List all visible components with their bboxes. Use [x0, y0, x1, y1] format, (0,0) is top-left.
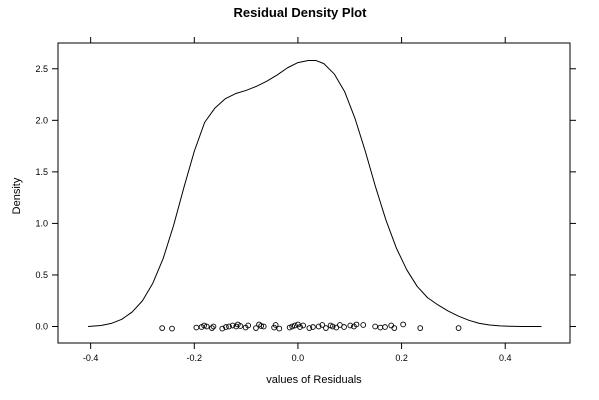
residual-point [353, 321, 360, 328]
residual-point [169, 325, 175, 332]
residual-point [382, 324, 388, 330]
residual-point [223, 324, 229, 330]
residual-point [258, 323, 264, 329]
residual-point [229, 322, 236, 329]
plot-frame [57, 42, 571, 344]
y-tick-label: 1.5 [35, 167, 48, 177]
x-tick-label: 0.2 [395, 353, 408, 363]
residual-point [323, 325, 329, 331]
residual-point [245, 322, 252, 329]
density-curve [88, 60, 542, 328]
residual-point [341, 324, 347, 330]
residual-point [333, 324, 340, 331]
residual-point [315, 323, 322, 330]
residual-point [210, 323, 217, 330]
residual-point [455, 325, 462, 331]
y-tick-label: 2.5 [35, 64, 48, 74]
residual-points-layer [159, 321, 462, 332]
residual-point [300, 322, 306, 329]
y-tick-label: 1.0 [35, 218, 48, 228]
residual-point [347, 322, 354, 329]
residual-point [193, 324, 200, 331]
y-axis-label: Density [11, 177, 23, 214]
residual-point [237, 323, 244, 329]
y-tick-label: 0.5 [35, 270, 48, 280]
residual-point [289, 323, 296, 330]
residual-point [372, 323, 379, 330]
residual-point [310, 324, 316, 330]
x-tick-label: -0.4 [83, 353, 99, 363]
residual-point [360, 322, 367, 328]
residual-point [201, 322, 207, 329]
x-tick-label: 0.4 [499, 353, 512, 363]
residual-point [209, 325, 215, 331]
residual-point [272, 322, 279, 328]
density-curve-layer [88, 60, 542, 328]
residual-point [319, 322, 326, 328]
residual-point [297, 324, 303, 330]
residual-point [260, 323, 267, 330]
residual-point [203, 323, 210, 330]
residual-point [400, 321, 406, 328]
residual-point [219, 325, 226, 332]
residual-point [253, 325, 259, 331]
residual-point [159, 325, 166, 331]
residual-point [291, 322, 298, 329]
residual-point [417, 325, 424, 331]
x-tick-label: -0.2 [187, 353, 203, 363]
residual-point [276, 325, 283, 332]
residual-point [306, 325, 313, 331]
residual-point [388, 322, 395, 329]
chart-title: Residual Density Plot [234, 5, 368, 20]
y-tick-label: 0.0 [35, 322, 48, 332]
residual-point [391, 325, 398, 331]
residual-point [377, 324, 384, 331]
residual-point [226, 323, 232, 330]
residual-point [329, 323, 336, 330]
x-axis-label: values of Residuals [266, 374, 362, 386]
residual-point [286, 324, 293, 331]
axis-ticks: -0.4 -0.2 0.0 0.2 0.4 0.0 0.5 1.0 1.5 2.0 2.5 [35, 37, 576, 363]
y-tick-label: 2.0 [35, 115, 48, 125]
x-tick-label: 0.0 [292, 353, 305, 363]
